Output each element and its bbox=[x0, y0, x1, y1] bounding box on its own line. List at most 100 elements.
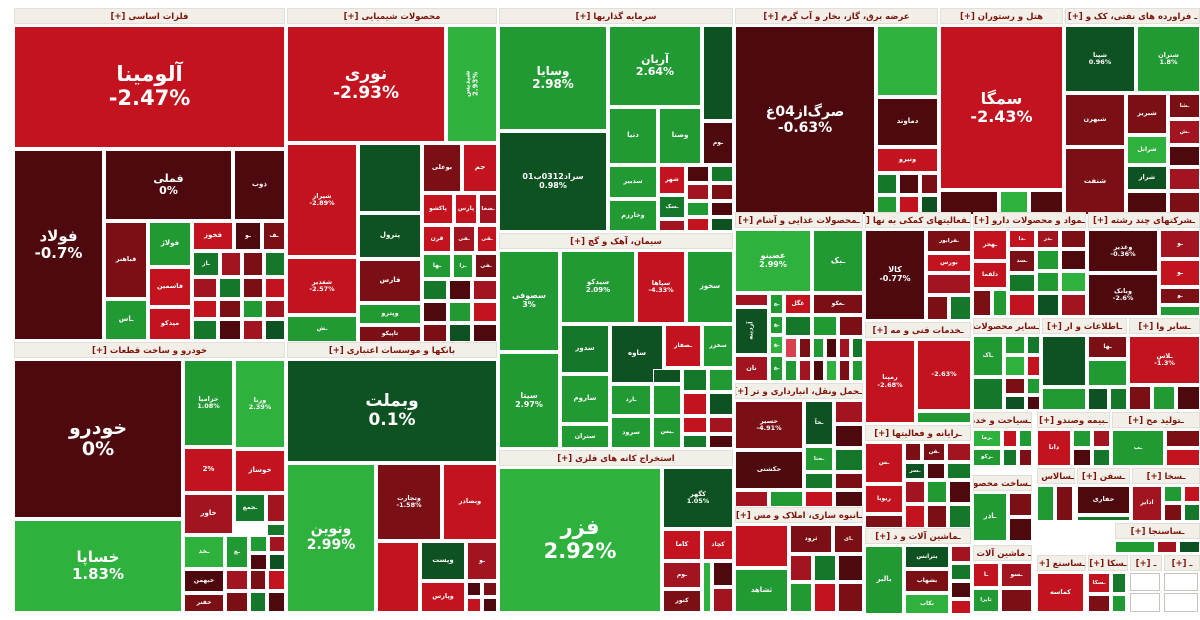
treemap-tile[interactable] bbox=[1027, 396, 1040, 410]
treemap-tile[interactable] bbox=[265, 320, 285, 340]
treemap-tile[interactable] bbox=[927, 463, 945, 479]
treemap-tile[interactable]: وخارزم bbox=[609, 200, 657, 231]
treemap-tile[interactable] bbox=[687, 218, 709, 231]
treemap-tile[interactable] bbox=[814, 583, 836, 612]
treemap-tile[interactable]: شیراز -2.89% bbox=[287, 144, 357, 256]
treemap-tile[interactable]: ـاذر bbox=[973, 493, 1007, 541]
treemap-tile[interactable] bbox=[1115, 541, 1155, 553]
treemap-tile[interactable]: ونوین 2.99% bbox=[287, 464, 375, 612]
treemap-tile[interactable] bbox=[735, 525, 788, 567]
treemap-tile[interactable] bbox=[826, 360, 837, 381]
treemap-tile[interactable] bbox=[1129, 386, 1151, 410]
treemap-tile[interactable] bbox=[250, 592, 266, 612]
treemap-tile[interactable] bbox=[1042, 388, 1086, 410]
treemap-tile[interactable]: وپترو bbox=[359, 304, 421, 324]
treemap-tile[interactable] bbox=[1037, 486, 1054, 521]
treemap-tile[interactable]: پاکشو bbox=[423, 194, 453, 224]
treemap-tile[interactable] bbox=[785, 338, 797, 358]
treemap-tile[interactable]: ـسکا bbox=[1088, 573, 1110, 593]
sector-header-real-estate[interactable]: ـانبوه سازی، املاک و مس [+] bbox=[735, 507, 863, 523]
treemap-tile[interactable]: بترانس bbox=[905, 546, 949, 568]
treemap-tile[interactable]: ـضخا bbox=[479, 194, 497, 224]
treemap-tile[interactable]: ـع bbox=[770, 294, 783, 314]
treemap-tile[interactable]: دنیا bbox=[609, 108, 657, 164]
treemap-tile[interactable]: فملی 0% bbox=[105, 150, 232, 220]
treemap-tile[interactable]: سدور bbox=[561, 325, 609, 373]
sector-header-oil-products[interactable]: ـ فراورده های نفتی، کک و [+] bbox=[1065, 8, 1200, 24]
treemap-tile[interactable] bbox=[1001, 589, 1032, 612]
treemap-tile[interactable] bbox=[711, 218, 733, 231]
sector-header-hotels[interactable]: هتل و رستوران [+] bbox=[940, 8, 1063, 24]
treemap-tile[interactable] bbox=[659, 220, 685, 231]
treemap-tile[interactable] bbox=[359, 144, 421, 212]
treemap-tile[interactable]: ـرکو bbox=[973, 449, 1001, 466]
treemap-tile[interactable] bbox=[1177, 386, 1200, 410]
treemap-tile[interactable] bbox=[709, 417, 733, 433]
treemap-tile[interactable] bbox=[193, 300, 217, 318]
sector-header-pharma[interactable]: ـمواد و محصولات دارو [+] bbox=[973, 212, 1086, 228]
treemap-tile[interactable] bbox=[1037, 294, 1059, 316]
treemap-tile[interactable] bbox=[219, 300, 241, 318]
treemap-tile[interactable] bbox=[467, 582, 481, 596]
treemap-tile[interactable] bbox=[835, 491, 863, 507]
treemap-tile[interactable]: شراز bbox=[1127, 166, 1167, 190]
treemap-tile[interactable]: شرانل bbox=[1127, 136, 1167, 164]
treemap-tile[interactable] bbox=[877, 174, 897, 194]
treemap-tile[interactable]: ـعکو bbox=[813, 294, 863, 314]
treemap-tile[interactable]: حکشتی bbox=[735, 451, 803, 489]
treemap-tile[interactable] bbox=[838, 583, 863, 612]
treemap-tile[interactable] bbox=[711, 202, 733, 216]
treemap-tile[interactable] bbox=[947, 443, 971, 461]
treemap-tile[interactable] bbox=[839, 316, 863, 336]
treemap-tile[interactable] bbox=[449, 280, 471, 300]
treemap-tile[interactable]: شبهرن bbox=[1065, 94, 1125, 146]
treemap-tile[interactable]: ـحآ bbox=[805, 401, 833, 445]
sector-header-technical-services[interactable]: ـخدمات فنی و مه [+] bbox=[865, 322, 971, 338]
treemap-tile[interactable]: شبریز bbox=[1127, 94, 1167, 134]
treemap-tile[interactable] bbox=[950, 296, 971, 320]
treemap-tile[interactable] bbox=[483, 598, 497, 612]
treemap-tile[interactable]: پارس bbox=[455, 194, 477, 224]
treemap-tile[interactable] bbox=[905, 443, 921, 461]
sector-header-metal-fabrication[interactable]: ـساخت محصو [+] bbox=[973, 475, 1032, 491]
treemap-tile[interactable] bbox=[1088, 595, 1110, 612]
treemap-tile[interactable]: فخوز bbox=[193, 222, 233, 250]
treemap-tile[interactable]: وپارس bbox=[421, 582, 465, 612]
treemap-tile[interactable]: ـو bbox=[1160, 230, 1200, 258]
treemap-tile[interactable] bbox=[653, 385, 681, 415]
sector-header-micro-3[interactable]: ـساسنجا [+] bbox=[1115, 523, 1200, 539]
treemap-tile[interactable] bbox=[1110, 388, 1127, 410]
treemap-tile[interactable] bbox=[709, 393, 733, 415]
treemap-tile[interactable] bbox=[735, 491, 768, 507]
treemap-tile[interactable]: جم bbox=[463, 144, 497, 192]
treemap-tile[interactable] bbox=[973, 290, 991, 316]
sector-header-micro-5[interactable]: ـسکا [+] bbox=[1088, 555, 1128, 571]
treemap-tile[interactable]: ـخد bbox=[184, 536, 224, 568]
treemap-tile[interactable]: ـحتا bbox=[805, 447, 833, 471]
sector-header-other-products[interactable]: ـسایر محصولات [+] bbox=[973, 318, 1040, 334]
treemap-tile[interactable] bbox=[687, 166, 709, 182]
treemap-tile[interactable] bbox=[683, 369, 707, 391]
treemap-tile[interactable]: دماوند bbox=[877, 98, 938, 146]
sector-header-automotive[interactable]: خودرو و ساخت قطعات [+] bbox=[14, 342, 285, 358]
treemap-tile[interactable]: ـا bbox=[973, 563, 999, 587]
treemap-tile[interactable] bbox=[1061, 250, 1086, 270]
treemap-tile[interactable] bbox=[785, 316, 811, 336]
treemap-tile[interactable]: آلومینا -2.47% bbox=[14, 26, 285, 148]
treemap-tile[interactable]: ـاک bbox=[973, 336, 1003, 376]
treemap-tile[interactable] bbox=[713, 562, 733, 586]
treemap-tile[interactable] bbox=[1093, 430, 1110, 447]
treemap-tile[interactable] bbox=[1061, 230, 1086, 248]
treemap-tile[interactable]: سخوز bbox=[687, 251, 733, 323]
treemap-tile[interactable] bbox=[653, 369, 681, 383]
treemap-tile[interactable] bbox=[735, 294, 768, 306]
treemap-tile[interactable]: ستران bbox=[561, 425, 609, 448]
sector-header-micro-6[interactable]: ـ [+] bbox=[1130, 555, 1162, 571]
treemap-tile[interactable] bbox=[838, 555, 863, 581]
treemap-tile[interactable] bbox=[1088, 388, 1108, 410]
treemap-tile[interactable]: تاپیکو bbox=[359, 326, 421, 342]
treemap-tile[interactable]: ساروم bbox=[561, 375, 609, 423]
treemap-tile[interactable]: شهر bbox=[659, 166, 685, 194]
treemap-tile[interactable] bbox=[1164, 486, 1182, 502]
treemap-tile[interactable] bbox=[799, 360, 811, 381]
